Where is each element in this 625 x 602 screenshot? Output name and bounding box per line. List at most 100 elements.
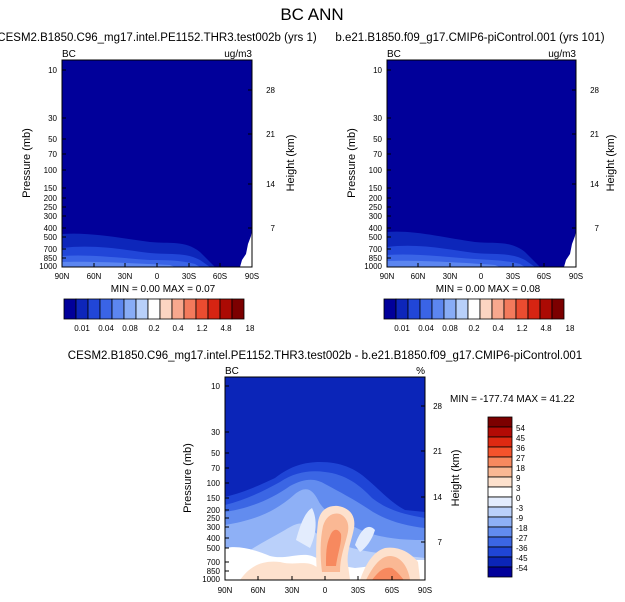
x-tick-label: 60S bbox=[537, 272, 551, 281]
colorbar-label: 1.2 bbox=[516, 324, 528, 333]
panel-3-colorbar-labels: 54 45 36 27 18 9 3 0 -3 -9 -18 -27 -36 -… bbox=[516, 424, 528, 573]
panel-2-left-label: BC bbox=[387, 49, 401, 60]
y-tick-label: 300 bbox=[369, 212, 383, 221]
y-tick-label: 1000 bbox=[39, 262, 57, 271]
colorbar-box bbox=[99, 298, 113, 320]
y-tick-label: 200 bbox=[207, 506, 221, 515]
y-tick-label: 400 bbox=[44, 224, 58, 233]
panel-3-channel-1 bbox=[296, 508, 316, 548]
panel-2: b.e21.B1850.f09_g17.CMIP6-piControl.001 … bbox=[335, 32, 617, 333]
colorbar-box bbox=[491, 298, 505, 320]
y-tick-label: 250 bbox=[44, 203, 58, 212]
colorbar-box bbox=[111, 298, 125, 320]
y-tick-label: 150 bbox=[44, 184, 58, 193]
panel-2-contour-4 bbox=[387, 260, 500, 267]
panel-1-tick-marks bbox=[61, 69, 253, 267]
y-tick-label: 700 bbox=[207, 558, 221, 567]
panel-2-field bbox=[387, 60, 576, 267]
panel-1-height-ticks: 28 21 14 7 bbox=[266, 86, 275, 233]
x-tick-label: 60N bbox=[411, 272, 426, 281]
y-tick-label: 70 bbox=[373, 150, 382, 159]
colorbar-label: 0.08 bbox=[122, 324, 138, 333]
colorbar-label: 54 bbox=[516, 424, 525, 433]
colorbar-label: 4.8 bbox=[220, 324, 232, 333]
colorbar-box bbox=[419, 298, 433, 320]
height-tick-label: 14 bbox=[433, 493, 442, 502]
colorbar-label: 0.04 bbox=[418, 324, 434, 333]
colorbar-label: -45 bbox=[516, 554, 528, 563]
y-tick-label: 30 bbox=[211, 428, 220, 437]
colorbar-label: 0.4 bbox=[172, 324, 184, 333]
x-tick-label: 90S bbox=[245, 272, 259, 281]
y-tick-label: 10 bbox=[48, 66, 57, 75]
panel-2-y-ticks: 10 30 50 70 100 150 200 250 300 400 500 … bbox=[364, 66, 382, 271]
height-tick-label: 14 bbox=[590, 180, 599, 189]
panel-3-colorbar-boxes bbox=[487, 416, 513, 578]
y-tick-label: 200 bbox=[44, 194, 58, 203]
panel-3-left-label: BC bbox=[225, 366, 239, 377]
panel-2-colorbar-boxes bbox=[383, 298, 565, 320]
colorbar-label: -54 bbox=[516, 564, 528, 573]
y-tick-label: 500 bbox=[207, 544, 221, 553]
height-tick-label: 28 bbox=[266, 86, 275, 95]
panel-2-x-ticks: 90N 60N 30N 0 30S 60S 90S bbox=[380, 272, 583, 281]
y-tick-label: 10 bbox=[211, 382, 220, 391]
height-tick-label: 21 bbox=[266, 130, 275, 139]
colorbar-label: 0.4 bbox=[492, 324, 504, 333]
panel-3-title: CESM2.B1850.C96_mg17.intel.PE1152.THR3.t… bbox=[68, 350, 582, 362]
panel-3-units: % bbox=[416, 366, 425, 377]
colorbar-box bbox=[487, 486, 513, 498]
colorbar-box bbox=[487, 566, 513, 578]
y-tick-label: 1000 bbox=[202, 575, 220, 584]
colorbar-box bbox=[183, 298, 197, 320]
colorbar-box bbox=[487, 426, 513, 438]
y-tick-label: 150 bbox=[369, 184, 383, 193]
colorbar-box bbox=[171, 298, 185, 320]
panel-1-units: ug/m3 bbox=[224, 49, 252, 60]
colorbar-box bbox=[431, 298, 445, 320]
colorbar-box bbox=[87, 298, 101, 320]
height-tick-label: 7 bbox=[438, 538, 443, 547]
colorbar-box bbox=[207, 298, 221, 320]
x-tick-label: 60S bbox=[385, 586, 399, 595]
colorbar-label: 0.01 bbox=[394, 324, 410, 333]
colorbar-label: 18 bbox=[516, 464, 525, 473]
y-tick-label: 70 bbox=[211, 464, 220, 473]
panel-3-x-ticks: 90N 60N 30N 0 30S 60S 90S bbox=[218, 586, 432, 595]
colorbar-box bbox=[231, 298, 245, 320]
panel-2-colorbar-labels: 0.01 0.04 0.08 0.2 0.4 1.2 4.8 18 bbox=[394, 324, 575, 333]
x-tick-label: 90N bbox=[55, 272, 70, 281]
panel-1-stats: MIN = 0.00 MAX = 0.07 bbox=[111, 284, 216, 295]
colorbar-box bbox=[147, 298, 161, 320]
panel-1-title: CESM2.B1850.C96_mg17.intel.PE1152.THR3.t… bbox=[0, 32, 317, 44]
colorbar-label: 0.08 bbox=[442, 324, 458, 333]
colorbar-label: -27 bbox=[516, 534, 528, 543]
colorbar-box bbox=[487, 526, 513, 538]
y-tick-label: 250 bbox=[207, 514, 221, 523]
colorbar-label: 0.01 bbox=[74, 324, 90, 333]
panel-3-height-ticks: 28 21 14 7 bbox=[433, 402, 442, 547]
y-tick-label: 30 bbox=[373, 114, 382, 123]
colorbar-box bbox=[487, 496, 513, 508]
x-tick-label: 0 bbox=[323, 586, 328, 595]
colorbar-box bbox=[159, 298, 173, 320]
colorbar-box bbox=[515, 298, 529, 320]
colorbar-label: -18 bbox=[516, 524, 528, 533]
panel-2-ylabel: Pressure (mb) bbox=[346, 128, 358, 198]
panel-2-height-ticks: 28 21 14 7 bbox=[590, 86, 599, 233]
y-tick-label: 300 bbox=[207, 523, 221, 532]
y-tick-label: 700 bbox=[369, 245, 383, 254]
x-tick-label: 60N bbox=[251, 586, 266, 595]
y-tick-label: 500 bbox=[44, 233, 58, 242]
panel-1-ylabel-right: Height (km) bbox=[285, 135, 297, 192]
panel-2-terrain bbox=[564, 230, 576, 267]
x-tick-label: 30S bbox=[506, 272, 520, 281]
panel-3-stats: MIN = -177.74 MAX = 41.22 bbox=[450, 394, 575, 405]
colorbar-box bbox=[539, 298, 553, 320]
x-tick-label: 90S bbox=[418, 586, 432, 595]
colorbar-box bbox=[487, 466, 513, 478]
colorbar-label: 45 bbox=[516, 434, 525, 443]
x-tick-label: 60S bbox=[213, 272, 227, 281]
panel-1-contour-4 bbox=[62, 261, 175, 267]
x-tick-label: 0 bbox=[479, 272, 484, 281]
